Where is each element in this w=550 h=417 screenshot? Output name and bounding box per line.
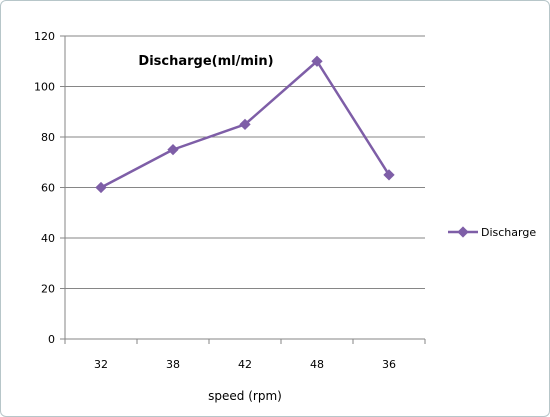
- series-discharge: [95, 55, 395, 194]
- y-tick-labels: 0 20 40 60 80 100 120: [34, 30, 55, 346]
- y-tick-label: 100: [34, 81, 55, 94]
- axes: [60, 35, 426, 344]
- y-tick-label: 60: [41, 182, 55, 195]
- data-point: [383, 169, 395, 181]
- legend: Discharge: [448, 226, 536, 239]
- data-point: [95, 181, 107, 194]
- data-point: [167, 143, 179, 156]
- x-tick-labels: 32 38 42 48 36: [94, 358, 396, 371]
- gridlines: [65, 35, 425, 289]
- y-tick-label: 20: [41, 283, 55, 296]
- x-tick-label: 38: [166, 358, 180, 371]
- y-tick-label: 120: [34, 30, 55, 43]
- y-tick-label: 0: [48, 333, 55, 346]
- y-tick-label: 80: [41, 131, 55, 144]
- chart-title: Discharge(ml/min): [138, 54, 273, 69]
- x-tick-label: 48: [310, 358, 324, 371]
- legend-marker: [457, 226, 469, 238]
- legend-label: Discharge: [481, 226, 536, 239]
- x-tick-label: 36: [382, 358, 396, 371]
- x-tick-label: 32: [94, 358, 108, 371]
- y-tick-label: 40: [41, 232, 55, 245]
- x-tick-label: 42: [238, 358, 252, 371]
- x-axis-label: speed (rpm): [208, 389, 282, 403]
